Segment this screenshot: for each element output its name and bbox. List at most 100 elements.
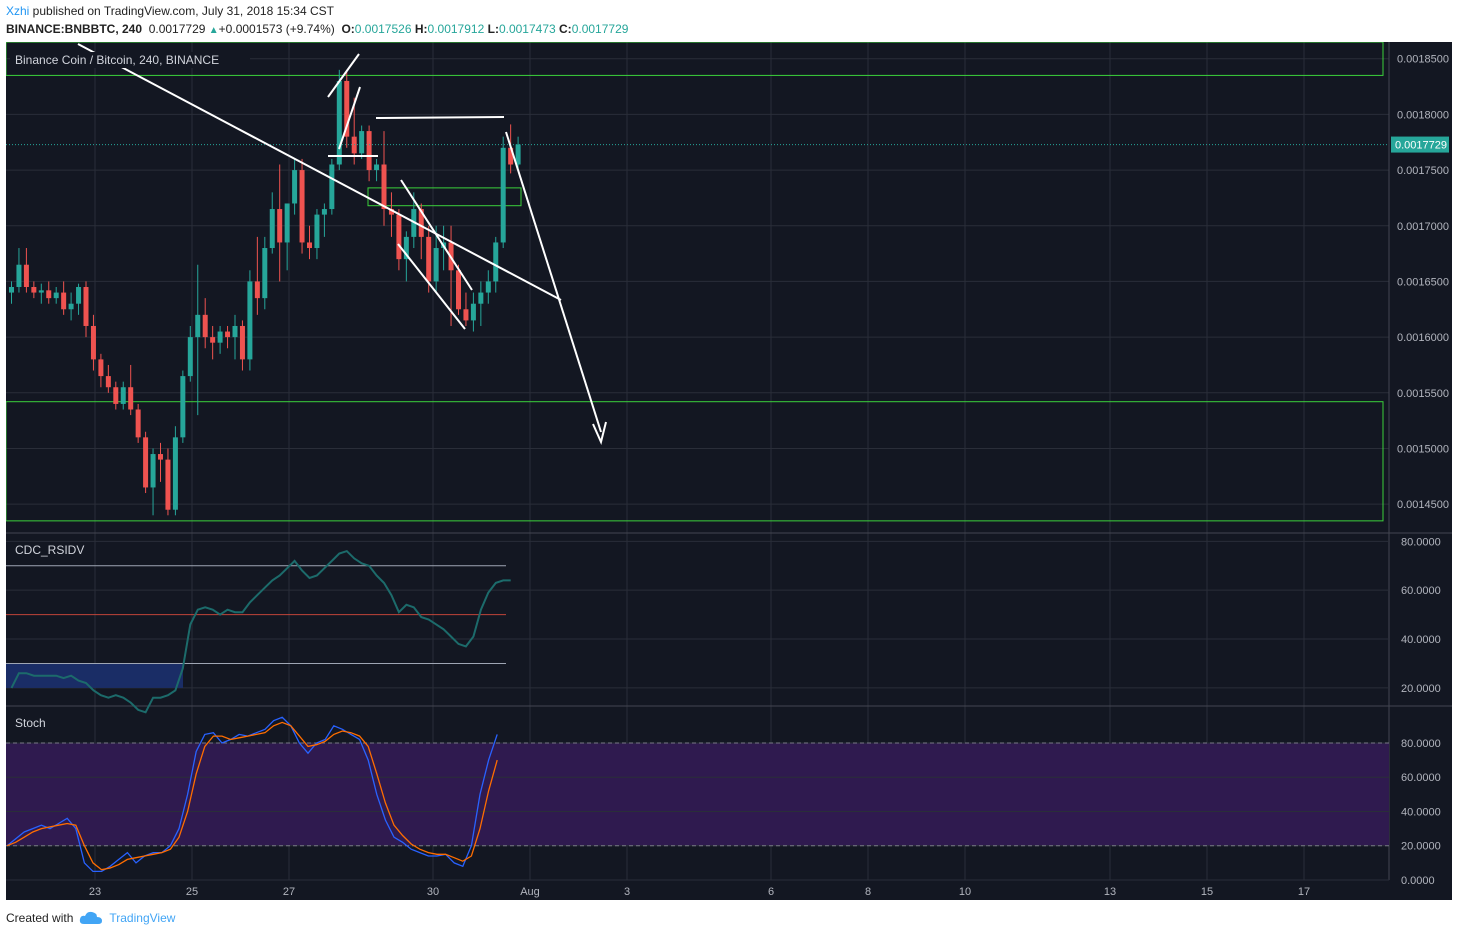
candle bbox=[180, 370, 186, 443]
candle-body bbox=[68, 303, 74, 310]
y-tick-label: 0.0018000 bbox=[1397, 109, 1449, 121]
stoch-title: Stoch bbox=[15, 716, 46, 730]
chart-canvas[interactable]: 23 25 27 30 Aug 3 6 8 10 13 15 17 0.0018500 0.0018000… bbox=[6, 42, 1452, 900]
open-value: 0.0017526 bbox=[354, 22, 412, 36]
candle bbox=[500, 136, 506, 249]
candle-body bbox=[277, 209, 283, 243]
publish-header: Xzhi published on TradingView.com, July … bbox=[6, 4, 334, 18]
candle bbox=[277, 164, 283, 282]
candle bbox=[284, 203, 290, 271]
candle-body bbox=[396, 214, 402, 260]
brand-name: TradingView bbox=[109, 911, 176, 925]
candle-body bbox=[83, 287, 89, 326]
close-value: 0.0017729 bbox=[571, 22, 629, 36]
candle bbox=[53, 287, 59, 304]
price-change: +0.0001573 (+9.74%) bbox=[218, 22, 335, 36]
candle-body bbox=[31, 287, 37, 293]
rsi-line bbox=[10, 549, 511, 714]
candle bbox=[98, 353, 104, 388]
candle-body bbox=[344, 80, 350, 137]
candle bbox=[61, 281, 67, 315]
candle bbox=[16, 248, 22, 293]
y-tick-label: 0.0017000 bbox=[1397, 221, 1449, 233]
candle bbox=[388, 192, 394, 237]
y-tick-label: 40.0000 bbox=[1401, 806, 1441, 818]
candle-body bbox=[158, 454, 163, 460]
candle-body bbox=[61, 292, 67, 310]
current-price: 0.0017729 bbox=[148, 22, 206, 36]
candle-body bbox=[90, 325, 96, 360]
x-tick-label: 6 bbox=[768, 886, 774, 898]
candle-body bbox=[307, 242, 312, 249]
candle-body bbox=[292, 170, 298, 204]
candle bbox=[165, 448, 171, 516]
candle bbox=[76, 283, 82, 315]
open-label: O: bbox=[341, 22, 355, 36]
publish-info: published on TradingView.com, July 31, 2… bbox=[29, 4, 334, 18]
candle bbox=[485, 270, 491, 304]
candle-body bbox=[165, 459, 171, 510]
candle bbox=[359, 125, 365, 159]
y-tick-label: 60.0000 bbox=[1401, 585, 1441, 597]
trendline-drawing bbox=[338, 86, 361, 150]
candle-body bbox=[9, 287, 14, 293]
candle-body bbox=[493, 242, 499, 282]
y-tick-label: 0.0015500 bbox=[1397, 388, 1449, 400]
candle-body bbox=[314, 214, 320, 249]
last-price-label: 0.0017729 bbox=[1395, 140, 1447, 152]
candle bbox=[202, 298, 208, 349]
trendline-drawing bbox=[505, 131, 602, 433]
candle bbox=[470, 292, 476, 332]
rsi-title: CDC_RSIDV bbox=[15, 543, 84, 557]
candle-body bbox=[53, 292, 59, 299]
x-tick-label: 10 bbox=[959, 886, 971, 898]
created-with-text: Created with bbox=[6, 911, 74, 925]
candle-body bbox=[508, 147, 514, 165]
candle-body bbox=[120, 387, 126, 404]
y-tick-label: 0.0016500 bbox=[1397, 276, 1449, 288]
trendline-drawing bbox=[375, 116, 505, 119]
x-tick-label: 30 bbox=[427, 886, 439, 898]
candle-body bbox=[500, 147, 506, 243]
candle-body bbox=[299, 170, 305, 243]
candle-body bbox=[269, 209, 275, 249]
candle-body bbox=[150, 454, 156, 488]
candle-body bbox=[456, 270, 461, 310]
candle-body bbox=[374, 164, 380, 171]
x-tick-label: 8 bbox=[865, 886, 871, 898]
y-tick-label: 0.0000 bbox=[1401, 875, 1435, 887]
x-tick-label: 17 bbox=[1298, 886, 1310, 898]
candle bbox=[433, 225, 439, 293]
x-tick-label: 25 bbox=[186, 886, 198, 898]
candle-body bbox=[254, 281, 260, 299]
price-axis bbox=[1389, 42, 1452, 880]
candle-body bbox=[366, 131, 372, 171]
author-link[interactable]: Xzhi bbox=[6, 4, 30, 18]
candle bbox=[225, 325, 231, 349]
candle-body bbox=[321, 209, 327, 215]
last-price-tag bbox=[1391, 136, 1449, 153]
candle bbox=[344, 69, 350, 148]
candle bbox=[515, 136, 521, 171]
candle bbox=[366, 125, 372, 182]
candle-body bbox=[470, 303, 476, 321]
candle bbox=[120, 381, 126, 410]
x-tick-label: 15 bbox=[1201, 886, 1213, 898]
symbol-label: BINANCE:BNBBTC, 240 bbox=[6, 22, 143, 36]
y-tick-label: 20.0000 bbox=[1401, 841, 1441, 853]
candle-body bbox=[98, 359, 104, 377]
tradingview-logo[interactable]: TradingView bbox=[79, 911, 175, 925]
chart-title: Binance Coin / Bitcoin, 240, BINANCE bbox=[15, 53, 219, 67]
candle bbox=[68, 292, 74, 321]
y-tick-label: 60.0000 bbox=[1401, 772, 1441, 784]
trendline-drawing bbox=[77, 43, 562, 301]
footer: Created with TradingView bbox=[6, 911, 175, 925]
candle-body bbox=[418, 209, 424, 237]
stoch-d-line bbox=[6, 721, 498, 871]
candle-body bbox=[225, 331, 231, 338]
candle bbox=[143, 431, 149, 494]
candle-body bbox=[359, 131, 365, 154]
y-tick-label: 80.0000 bbox=[1401, 536, 1441, 548]
candle bbox=[403, 231, 409, 282]
candle bbox=[113, 381, 119, 410]
